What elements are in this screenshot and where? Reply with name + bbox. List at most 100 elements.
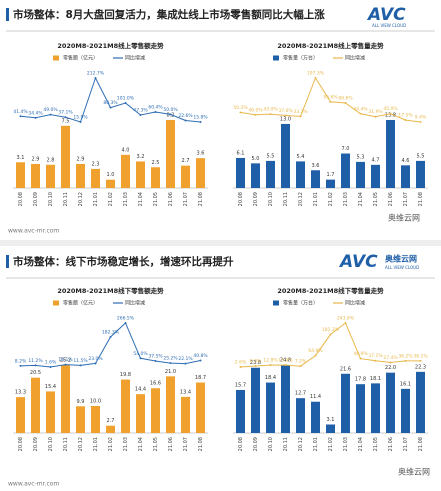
title-accent xyxy=(6,8,9,21)
line-label: 11.5% xyxy=(73,358,88,364)
x-tick-label: 21.03 xyxy=(123,192,129,206)
line-label: 37.1% xyxy=(58,110,73,116)
watermark: 奥维云网 xyxy=(388,213,420,223)
line-point xyxy=(419,359,422,362)
x-tick-label: 20.09 xyxy=(253,437,259,451)
line-label: 47.3% xyxy=(133,107,148,113)
x-tick-label: 20.08 xyxy=(238,192,244,206)
x-tick-label: 21.05 xyxy=(153,437,159,451)
chart-title: 2020M8-2021M8线下零售额走势 xyxy=(57,286,164,295)
x-tick-label: 21.06 xyxy=(168,437,174,451)
line-point xyxy=(109,106,112,109)
line-label: 31.9% xyxy=(368,109,383,115)
x-tick-label: 21.08 xyxy=(198,437,204,451)
line-point xyxy=(109,335,112,338)
line-point xyxy=(344,101,347,104)
bar-label: 10.0 xyxy=(90,399,101,405)
line-label: 243.9% xyxy=(337,316,355,322)
line-point xyxy=(329,333,332,336)
line-label: 13.4% xyxy=(278,358,293,364)
bar xyxy=(416,160,425,188)
bar-label: 2.7 xyxy=(107,418,115,424)
bar-label: 4.0 xyxy=(122,147,130,153)
bar xyxy=(251,163,260,188)
bar xyxy=(121,154,130,188)
legend-swatch xyxy=(273,300,279,306)
x-tick-label: 21.02 xyxy=(328,192,334,206)
line-label: 44.4% xyxy=(353,106,368,112)
x-tick-label: 21.01 xyxy=(93,192,99,206)
line-point xyxy=(49,113,52,116)
line-label: 80.3% xyxy=(103,100,118,106)
line-label: 15.9% xyxy=(73,114,88,120)
bar-label: 18.1 xyxy=(370,376,381,382)
bar xyxy=(371,164,380,188)
x-tick-label: 21.02 xyxy=(328,437,334,451)
bar xyxy=(166,376,175,433)
line-label: 34.4% xyxy=(28,110,43,116)
line-point xyxy=(139,113,142,116)
line-label: 37.1% xyxy=(368,353,383,359)
bar xyxy=(356,161,365,188)
bar xyxy=(251,367,260,433)
x-tick-label: 21.08 xyxy=(198,192,204,206)
x-tick-label: 21.05 xyxy=(153,192,159,206)
bar-label: 2.5 xyxy=(152,160,160,166)
bar xyxy=(356,384,365,433)
logo: AVC xyxy=(366,5,406,25)
line-point xyxy=(34,116,37,119)
bar xyxy=(401,388,410,433)
chart-title: 2020M8-2021M8线上零售额走势 xyxy=(57,41,164,50)
line-label: 49.0% xyxy=(43,107,58,113)
bar xyxy=(181,396,190,433)
line-label: 40.8% xyxy=(193,353,208,359)
bar xyxy=(266,160,275,188)
line-label: 25.2% xyxy=(163,356,178,362)
line-label: 54.0% xyxy=(133,351,148,357)
line-point xyxy=(419,121,422,123)
line-label: 7.2% xyxy=(295,359,307,365)
logo: AVC xyxy=(338,252,378,272)
line-label: 36.2% xyxy=(398,353,413,359)
x-tick-label: 20.11 xyxy=(283,437,289,451)
bar xyxy=(16,397,25,433)
x-tick-label: 21.07 xyxy=(183,437,189,451)
line-point xyxy=(169,113,172,116)
bar-label: 21.6 xyxy=(340,366,351,372)
line-label: 15.8% xyxy=(193,115,208,121)
legend-label: 零售额（亿元） xyxy=(63,55,98,62)
line-point xyxy=(374,115,377,118)
bar-label: 16.6 xyxy=(150,381,161,387)
bar xyxy=(386,372,395,433)
line-point xyxy=(269,364,272,367)
bar-label: 3.6 xyxy=(312,163,320,169)
line-point xyxy=(389,361,392,364)
bar-label: 2.9 xyxy=(32,156,40,162)
bar xyxy=(136,394,145,433)
legend-label: 零售额（亿元） xyxy=(63,300,98,307)
line-point xyxy=(154,360,157,363)
line-label: 33.3% xyxy=(293,109,308,115)
bar-label: 22.3 xyxy=(415,364,426,370)
line-label: 17.5% xyxy=(398,113,413,119)
x-tick-label: 20.10 xyxy=(48,192,54,206)
bar xyxy=(296,398,305,433)
x-tick-label: 21.06 xyxy=(388,437,394,451)
footer: www.avc-mr.com xyxy=(8,228,59,235)
line-label: 45.0% xyxy=(383,106,398,112)
bar xyxy=(106,425,115,433)
legend-label: 同比增减 xyxy=(125,300,145,307)
bar-label: 13.3 xyxy=(15,390,26,396)
bar-label: 4.7 xyxy=(372,157,380,163)
bar-label: 2.8 xyxy=(47,157,55,163)
bar-label: 11.4 xyxy=(310,394,321,400)
line-point xyxy=(94,77,97,79)
bar xyxy=(31,377,40,433)
x-tick-label: 21.04 xyxy=(358,192,364,206)
line-point xyxy=(299,365,302,368)
x-tick-label: 21.07 xyxy=(403,437,409,451)
line-point xyxy=(404,359,407,362)
bar xyxy=(16,162,25,188)
x-tick-label: 21.04 xyxy=(358,437,364,451)
line-point xyxy=(34,364,37,367)
